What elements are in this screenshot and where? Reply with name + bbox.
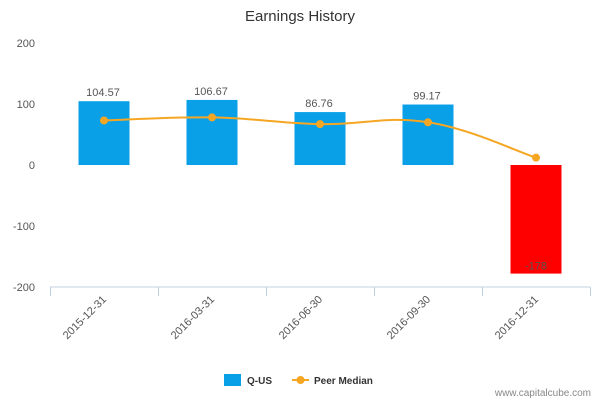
peer-median-point[interactable] xyxy=(316,120,324,129)
legend-marker-peer-median xyxy=(296,376,305,384)
bar-value-label: 104.57 xyxy=(86,87,120,99)
y-axis: 200 100 0 -100 -200 xyxy=(13,38,35,294)
legend-label-q-us[interactable]: Q-US xyxy=(247,376,272,387)
y-tick-label: 0 xyxy=(29,160,35,172)
bar-value-label: 106.67 xyxy=(194,86,228,98)
peer-median-point[interactable] xyxy=(208,113,216,122)
bar[interactable] xyxy=(294,112,346,165)
legend-label-peer-median[interactable]: Peer Median xyxy=(314,376,373,387)
x-tick-label: 2016-09-30 xyxy=(385,294,433,342)
credit-link[interactable]: www.capitalcube.com xyxy=(494,388,591,399)
x-axis: 2015-12-31 2016-03-31 2016-06-30 2016-09-30… xyxy=(50,286,591,342)
legend[interactable]: Q-US Peer Median xyxy=(224,374,373,387)
y-tick-label: -100 xyxy=(13,221,35,233)
x-tick-label: 2016-06-30 xyxy=(277,294,325,342)
bar[interactable] xyxy=(186,99,238,165)
data-labels: 104.57 106.67 86.76 99.17 -178 xyxy=(86,86,547,273)
y-tick-label: 100 xyxy=(17,99,35,111)
peer-median-point[interactable] xyxy=(424,118,432,127)
chart-title: Earnings History xyxy=(245,8,356,25)
bar-value-label: 99.17 xyxy=(413,91,441,103)
x-tick-label: 2016-03-31 xyxy=(169,294,217,342)
peer-median-series xyxy=(100,113,540,162)
bar-value-label: -178 xyxy=(525,261,547,273)
x-tick-label: 2015-12-31 xyxy=(61,294,109,342)
peer-median-point[interactable] xyxy=(532,153,540,162)
y-tick-label: 200 xyxy=(17,38,35,50)
y-tick-label: -200 xyxy=(13,282,35,294)
bar-value-label: 86.76 xyxy=(305,98,333,110)
bar[interactable] xyxy=(78,101,130,165)
bar[interactable] xyxy=(402,104,454,165)
legend-swatch-q-us xyxy=(224,374,241,386)
bar[interactable] xyxy=(510,165,562,274)
peer-median-point[interactable] xyxy=(100,116,108,125)
x-tick-label: 2016-12-31 xyxy=(493,294,541,342)
bar-series xyxy=(78,99,562,274)
